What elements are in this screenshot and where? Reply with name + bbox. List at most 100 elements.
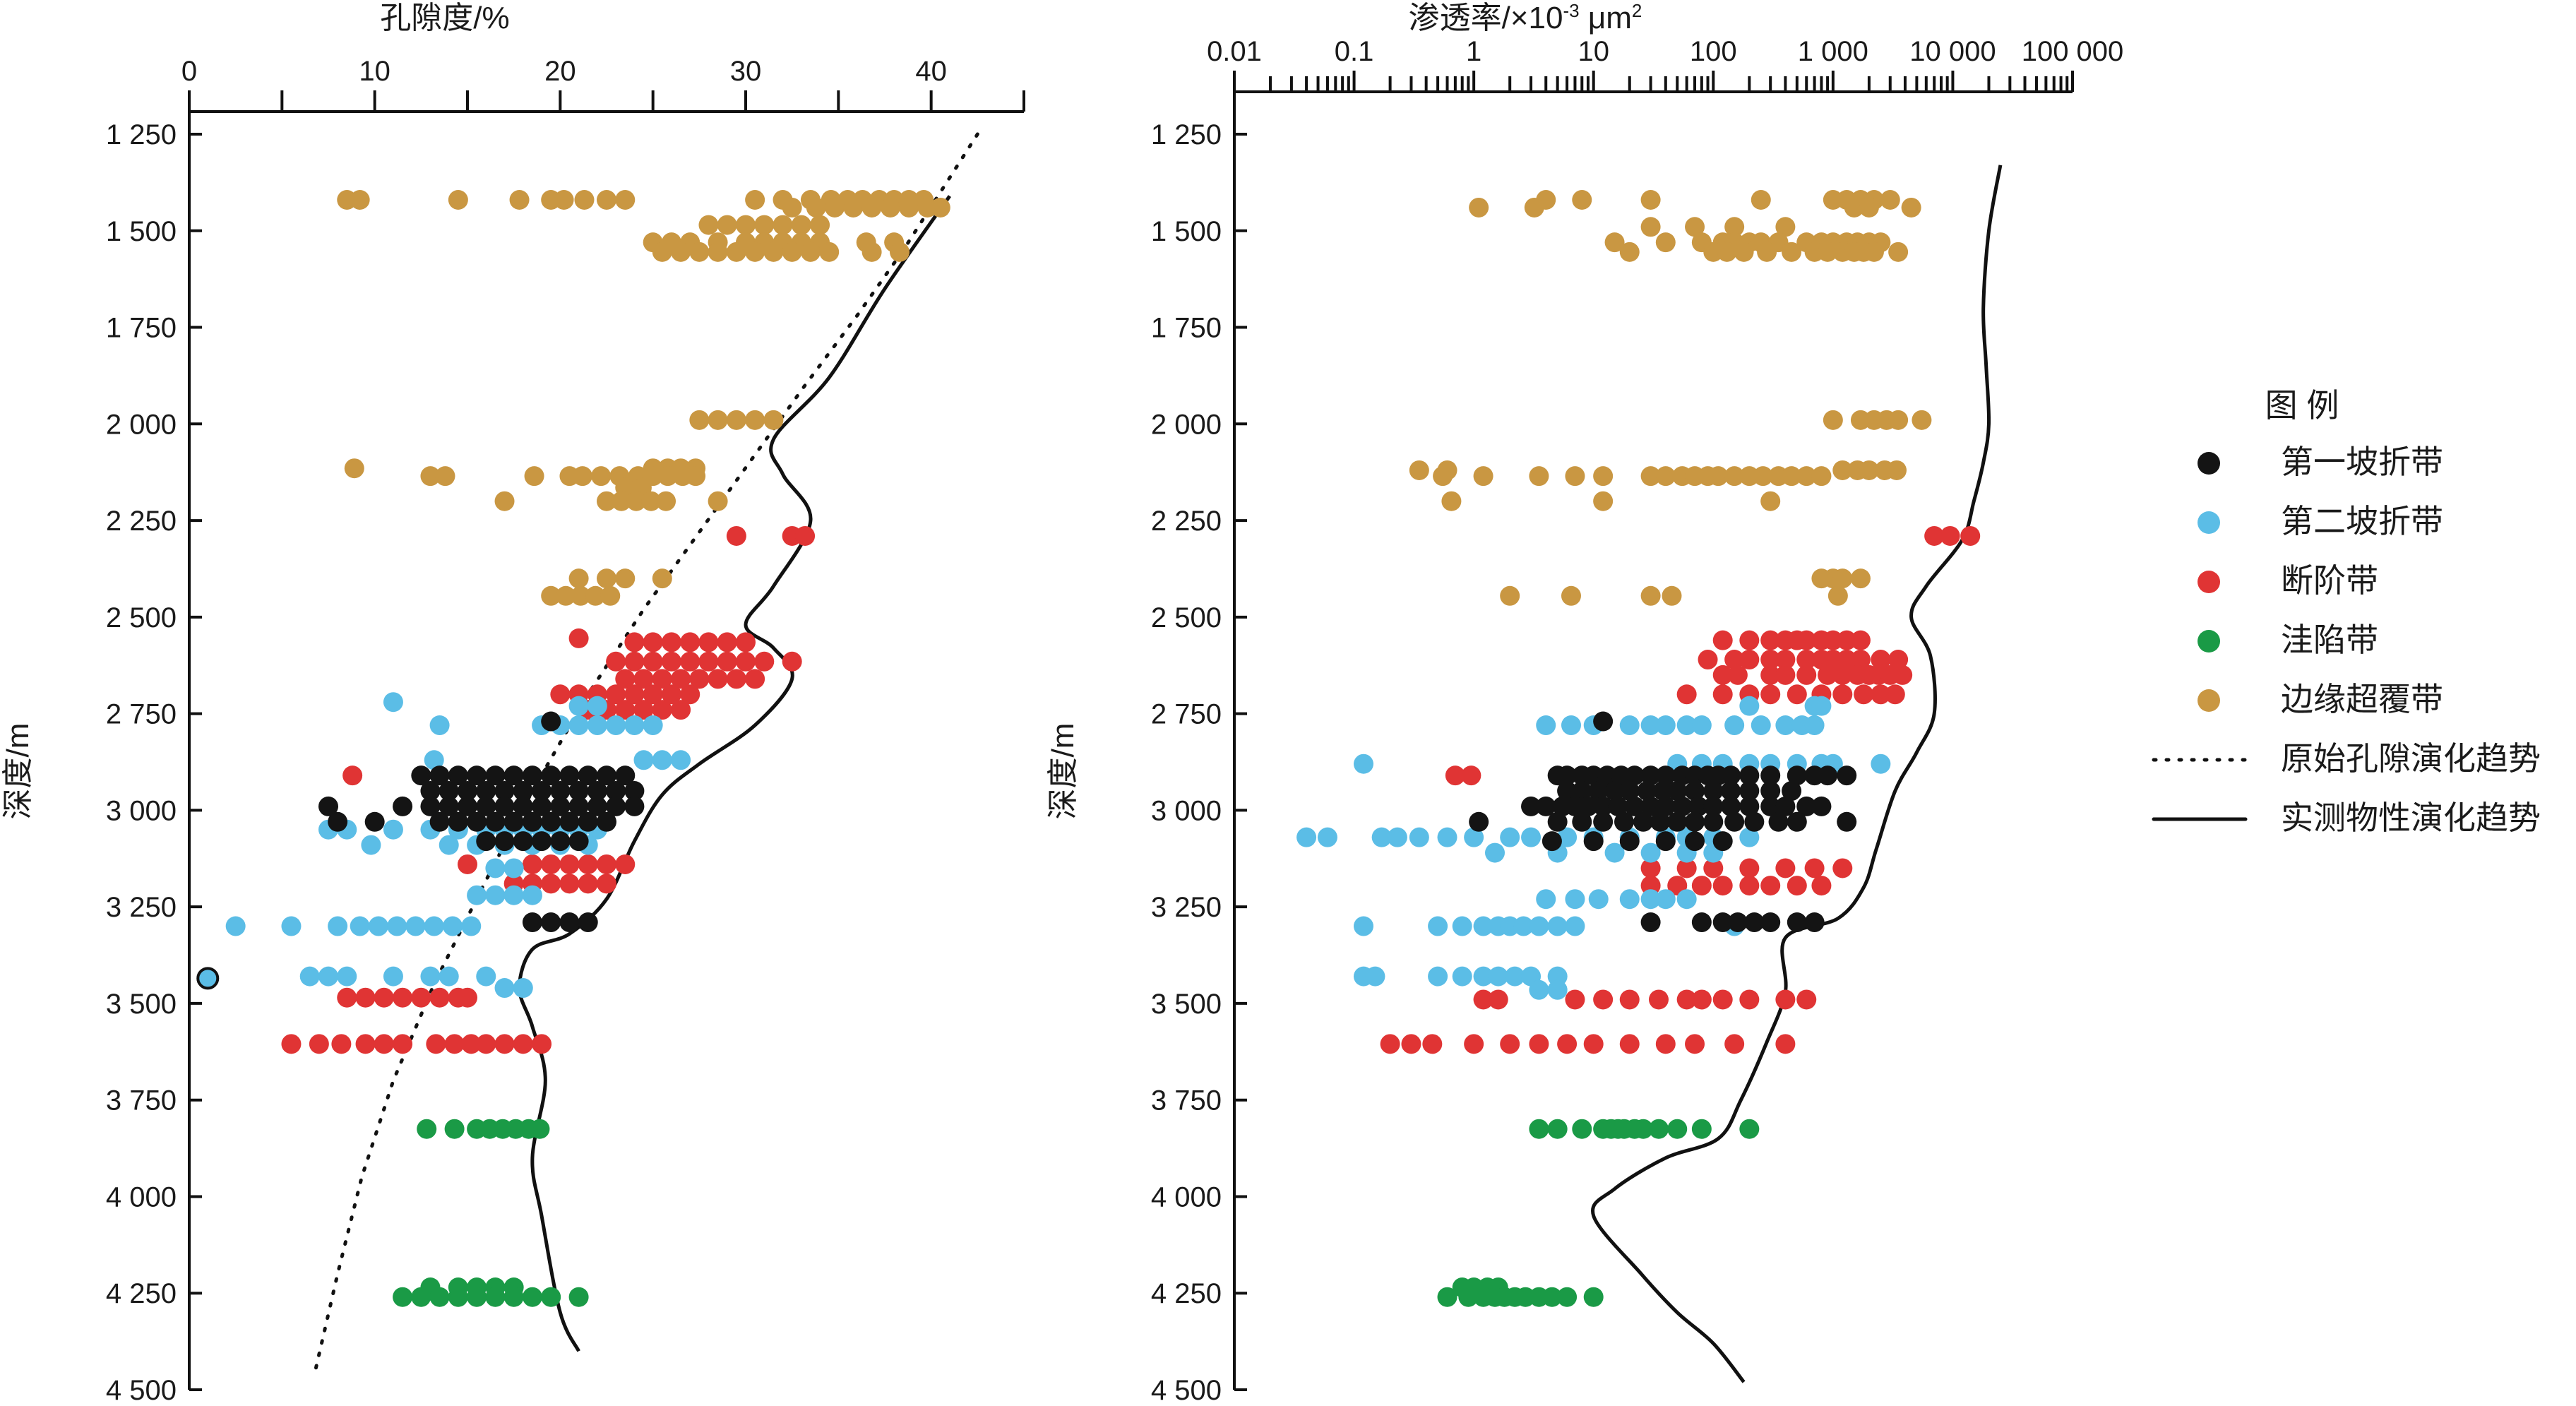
porosity-point-edge_overlap — [825, 197, 845, 218]
permeability-point-step_fault — [1529, 1034, 1549, 1054]
permeability-point-first_slope — [1744, 912, 1765, 933]
permeability-point-first_slope — [1672, 796, 1693, 816]
porosity-point-edge_overlap — [652, 242, 672, 262]
porosity-point-first_slope — [513, 796, 533, 816]
permeability-point-second_slope — [1640, 889, 1661, 910]
permeability-point-first_slope — [1655, 765, 1676, 786]
permeability-point-second_slope — [1296, 827, 1317, 847]
permeability-point-step_fault — [1583, 1034, 1604, 1054]
permeability-point-second_slope — [1473, 966, 1493, 987]
permeability-point-edge_overlap — [1524, 197, 1544, 218]
permeability-point-first_slope — [1640, 796, 1661, 816]
permeability-point-second_slope — [1811, 696, 1832, 716]
permeability-point-second_slope — [1739, 827, 1760, 847]
permeability-point-edge_overlap — [1708, 466, 1729, 487]
permeability-point-step_fault — [1640, 876, 1661, 896]
porosity-point-second_slope — [624, 715, 645, 736]
permeability-point-first_slope — [1640, 765, 1661, 786]
permeability-point-step_fault — [1557, 1034, 1578, 1054]
porosity-point-second_slope — [424, 916, 444, 936]
permeability-point-edge_overlap — [1757, 242, 1777, 262]
permeability-y-tick-label: 2 000 — [1151, 409, 1222, 440]
permeability-point-second_slope — [1547, 916, 1568, 936]
permeability-point-second_slope — [1353, 916, 1373, 936]
permeability-point-step_fault — [1739, 876, 1760, 896]
porosity-point-step_fault — [615, 669, 636, 689]
permeability-point-edge_overlap — [1859, 197, 1879, 218]
porosity-point-edge_overlap — [572, 466, 592, 487]
permeability-point-edge_overlap — [1724, 466, 1745, 487]
permeability-point-edge_overlap — [1561, 585, 1581, 606]
porosity-point-step_fault — [337, 987, 357, 1008]
porosity-point-second_slope — [442, 916, 463, 936]
porosity-x-tick-label: 0 — [181, 56, 197, 87]
porosity-point-step_fault — [754, 651, 775, 672]
porosity-point-step_fault — [671, 669, 691, 689]
porosity-point-edge_overlap — [612, 491, 632, 511]
porosity-point-first_slope — [568, 796, 589, 816]
porosity-point-first_slope — [541, 811, 561, 832]
porosity-point-step_fault — [559, 854, 580, 874]
permeability-point-first_slope — [1633, 811, 1654, 832]
permeability-point-second_slope — [1513, 916, 1534, 936]
porosity-point-second_slope — [633, 750, 654, 770]
porosity-point-depression — [444, 1119, 465, 1139]
permeability-x-tick-label: 0.01 — [1207, 36, 1262, 67]
permeability-point-step_fault — [1445, 765, 1465, 786]
permeability-point-second_slope — [1547, 979, 1568, 1000]
permeability-x-tick-label: 1 — [1466, 36, 1481, 67]
permeability-point-step_fault — [1712, 665, 1733, 685]
permeability-point-edge_overlap — [1827, 585, 1848, 606]
porosity-point-edge_overlap — [657, 466, 678, 487]
porosity-y-tick-label: 2 500 — [106, 602, 177, 633]
porosity-point-step_fault — [661, 684, 681, 705]
permeability-point-second_slope — [1353, 753, 1373, 774]
permeability-trends — [1591, 165, 2003, 1383]
porosity-point-step_fault — [606, 651, 626, 672]
porosity-point-edge_overlap — [689, 242, 710, 262]
porosity-point-step_fault — [532, 1034, 552, 1054]
permeability-point-step_fault — [1775, 989, 1796, 1010]
porosity-point-step_fault — [624, 651, 645, 672]
porosity-point-edge_overlap — [782, 197, 802, 218]
permeability-point-step_fault — [1676, 858, 1697, 878]
porosity-point-edge_overlap — [745, 410, 765, 430]
permeability-point-second_slope — [1365, 966, 1385, 987]
porosity-point-edge_overlap — [819, 242, 840, 262]
permeability-point-second_slope — [1547, 966, 1568, 987]
permeability-point-step_fault — [1775, 1034, 1796, 1054]
permeability-point-first_slope — [1787, 912, 1807, 933]
permeability-point-edge_overlap — [1685, 217, 1705, 237]
permeability-point-depression — [1529, 1119, 1549, 1139]
permeability-point-second_slope — [1724, 715, 1745, 736]
porosity-point-edge_overlap — [806, 197, 826, 218]
porosity-axes: 1 250 1 500 1 750 2 000 2 250 2 500 2 750 3 000… — [106, 56, 1025, 1406]
porosity-point-step_fault — [624, 684, 645, 705]
permeability-point-edge_overlap — [1565, 466, 1585, 487]
permeability-point-step_fault — [1775, 665, 1796, 685]
porosity-point-first_slope — [513, 781, 533, 802]
porosity-point-edge_overlap — [899, 197, 919, 218]
legend-marker-step_fault — [2198, 571, 2220, 593]
permeability-point-first_slope — [1593, 811, 1614, 832]
permeability-point-edge_overlap — [1655, 466, 1676, 487]
porosity-point-step_fault — [795, 525, 816, 546]
porosity-point-edge_overlap — [763, 242, 784, 262]
permeability-point-second_slope — [1428, 966, 1448, 987]
permeability-point-second_slope — [1655, 715, 1676, 736]
porosity-point-step_fault — [522, 854, 542, 874]
permeability-point-step_fault — [1401, 1034, 1421, 1054]
permeability-point-second_slope — [1464, 827, 1484, 847]
porosity-x-tick-label: 20 — [544, 56, 576, 87]
porosity-point-first_slope — [429, 765, 450, 786]
porosity-point-step_fault — [661, 632, 681, 653]
porosity-point-second_slope — [503, 885, 524, 905]
permeability-point-first_slope — [1787, 811, 1807, 832]
permeability-point-step_fault — [1727, 665, 1748, 685]
porosity-point-first_slope — [522, 765, 542, 786]
porosity-point-first_slope — [550, 781, 571, 802]
porosity-point-edge_overlap — [689, 410, 710, 430]
permeability-point-second_slope — [1655, 889, 1676, 910]
porosity-point-first_slope — [420, 796, 441, 816]
porosity-point-first_slope — [559, 811, 580, 832]
